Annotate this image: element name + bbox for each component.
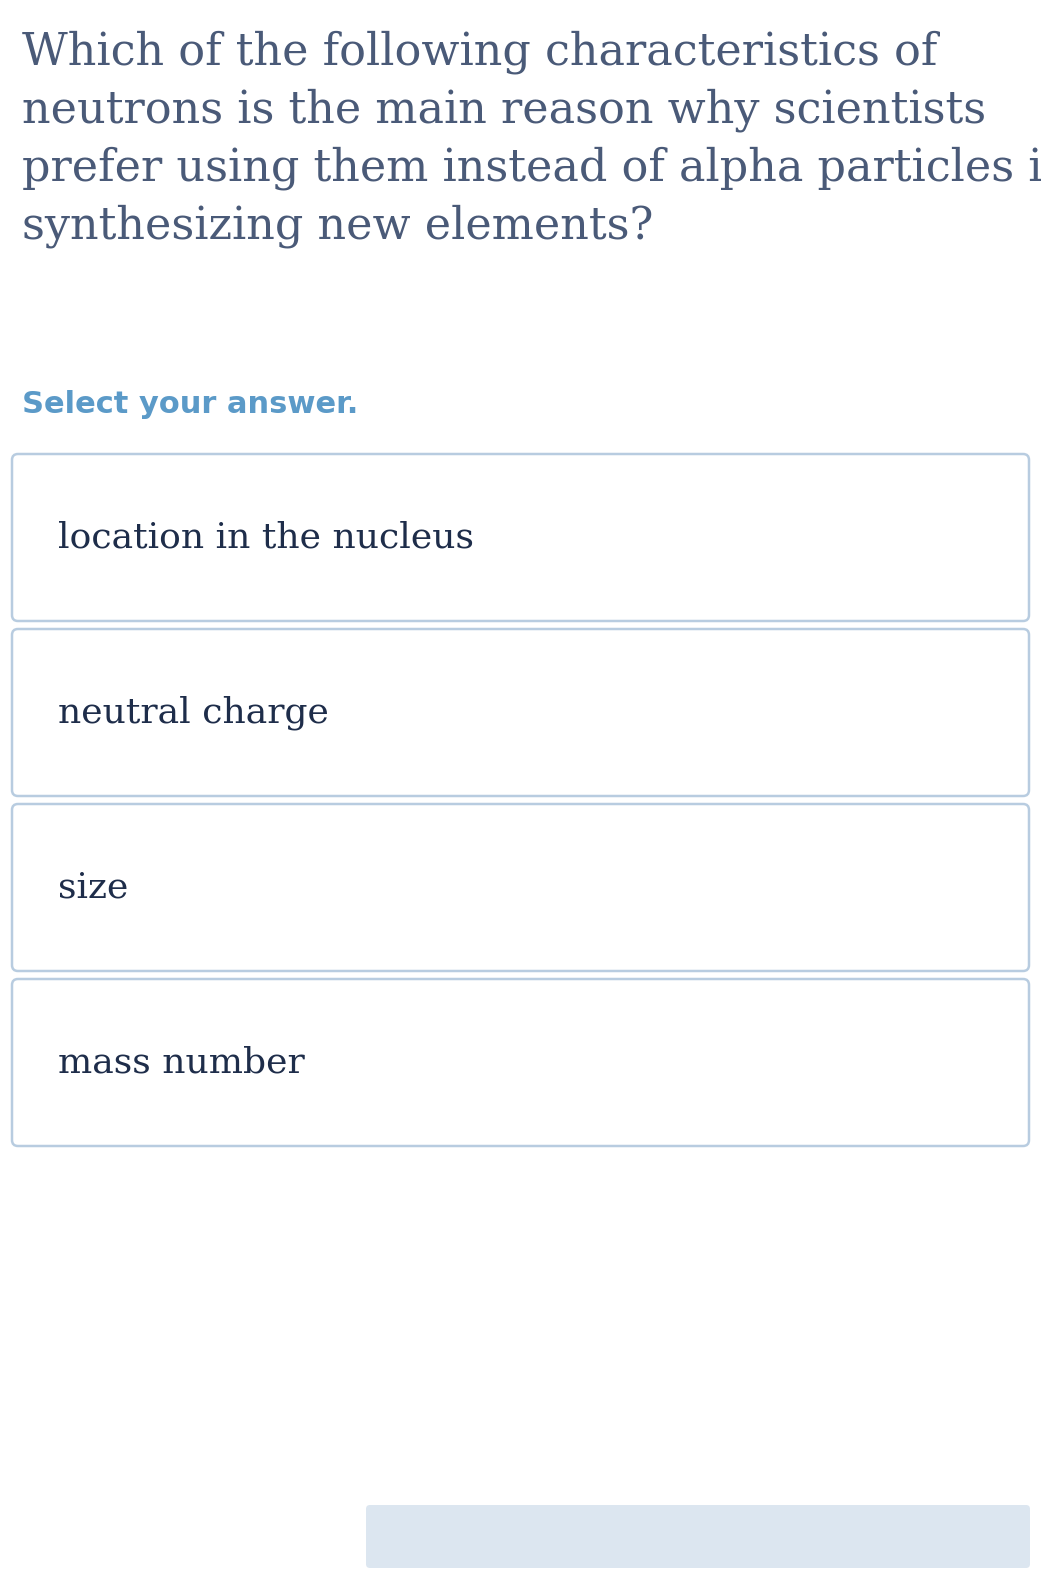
FancyBboxPatch shape <box>12 804 1029 971</box>
Text: synthesizing new elements?: synthesizing new elements? <box>22 203 654 248</box>
Text: Select your answer.: Select your answer. <box>22 389 358 419</box>
Text: neutrons is the main reason why scientists: neutrons is the main reason why scientis… <box>22 87 986 132</box>
FancyBboxPatch shape <box>12 629 1029 796</box>
Text: size: size <box>58 871 128 904</box>
FancyBboxPatch shape <box>12 454 1029 621</box>
Text: location in the nucleus: location in the nucleus <box>58 521 474 555</box>
Text: neutral charge: neutral charge <box>58 696 329 729</box>
Text: mass number: mass number <box>58 1046 305 1079</box>
Text: Which of the following characteristics of: Which of the following characteristics o… <box>22 30 937 73</box>
FancyBboxPatch shape <box>366 1505 1030 1568</box>
Text: prefer using them instead of alpha particles in: prefer using them instead of alpha parti… <box>22 146 1041 189</box>
FancyBboxPatch shape <box>12 979 1029 1146</box>
